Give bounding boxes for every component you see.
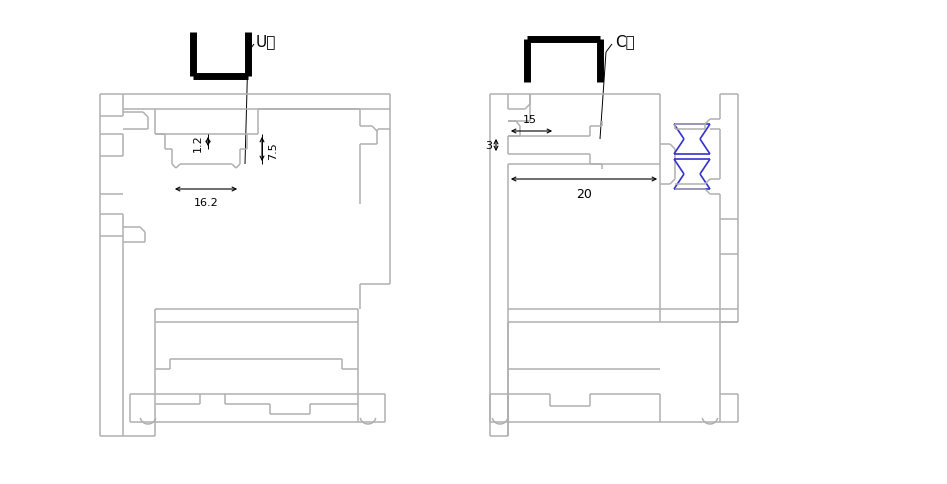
Text: 16.2: 16.2 [193, 197, 219, 208]
Text: C槽: C槽 [615, 34, 634, 49]
Text: 1.2: 1.2 [193, 134, 203, 151]
Text: U槽: U槽 [256, 34, 277, 49]
Text: 7.5: 7.5 [268, 142, 278, 160]
Text: 15: 15 [523, 115, 537, 125]
Text: 20: 20 [576, 188, 592, 200]
Text: 3: 3 [485, 141, 492, 151]
